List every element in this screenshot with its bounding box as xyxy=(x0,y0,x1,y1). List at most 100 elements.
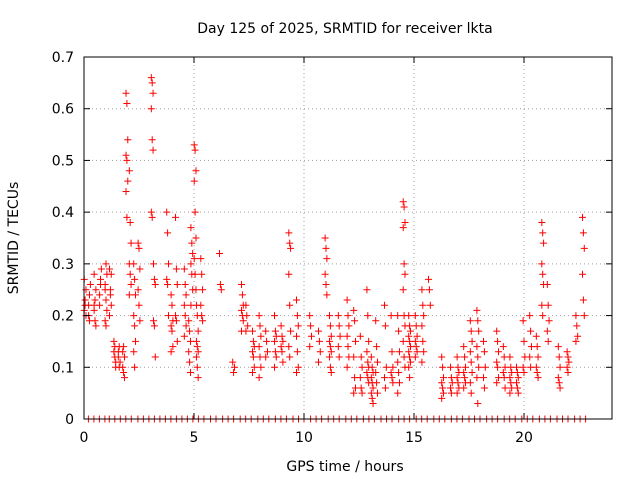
data-point xyxy=(372,317,380,325)
data-point xyxy=(334,343,342,351)
data-point xyxy=(191,146,199,154)
data-point xyxy=(255,343,263,351)
data-point xyxy=(278,348,286,356)
data-point xyxy=(326,343,334,351)
data-point xyxy=(322,281,330,289)
data-point xyxy=(369,384,377,392)
data-point xyxy=(372,368,380,376)
data-point xyxy=(190,177,198,185)
data-point xyxy=(149,146,157,154)
data-point xyxy=(149,89,157,97)
data-point xyxy=(388,374,396,382)
data-point xyxy=(193,343,201,351)
data-point xyxy=(356,374,364,382)
data-point xyxy=(564,368,572,376)
data-point xyxy=(406,374,414,382)
data-point xyxy=(262,327,270,335)
data-point xyxy=(493,327,501,335)
data-point xyxy=(217,286,225,294)
data-point xyxy=(180,332,188,340)
data-point xyxy=(238,281,246,289)
data-point xyxy=(86,291,93,299)
data-point xyxy=(368,363,376,371)
x-axis-label: GPS time / hours xyxy=(286,459,403,475)
data-point xyxy=(351,337,359,345)
data-point xyxy=(357,353,365,361)
data-point xyxy=(538,218,546,226)
data-point xyxy=(345,322,353,330)
data-point xyxy=(192,337,200,345)
data-point xyxy=(564,353,572,361)
data-point xyxy=(102,260,110,268)
data-point xyxy=(106,312,114,320)
data-point xyxy=(506,374,514,382)
data-point xyxy=(394,389,402,397)
data-point xyxy=(186,368,194,376)
data-point xyxy=(467,389,475,397)
data-point xyxy=(150,322,158,330)
data-point xyxy=(474,399,482,407)
data-point xyxy=(499,368,507,376)
data-point xyxy=(412,343,420,351)
data-point xyxy=(167,348,175,356)
data-point xyxy=(473,343,481,351)
data-point xyxy=(425,286,433,294)
data-point xyxy=(358,363,366,371)
data-point xyxy=(364,358,372,366)
data-point xyxy=(194,374,202,382)
data-point xyxy=(506,389,514,397)
data-point xyxy=(250,363,258,371)
data-point xyxy=(453,389,461,397)
data-point xyxy=(405,332,413,340)
data-point xyxy=(131,363,139,371)
data-point xyxy=(194,348,202,356)
data-point xyxy=(326,363,334,371)
data-point xyxy=(167,291,175,299)
data-point xyxy=(395,348,403,356)
data-point xyxy=(315,358,323,366)
data-point xyxy=(387,368,395,376)
data-point xyxy=(189,250,197,258)
data-point xyxy=(192,353,200,361)
data-point xyxy=(120,374,128,382)
data-point xyxy=(199,317,207,325)
data-point xyxy=(163,275,171,283)
data-point xyxy=(192,234,200,242)
data-point xyxy=(271,348,279,356)
data-point xyxy=(185,348,193,356)
data-point xyxy=(480,374,488,382)
data-point xyxy=(395,327,403,335)
data-point xyxy=(126,218,134,226)
data-point xyxy=(242,301,250,309)
data-point xyxy=(389,363,397,371)
data-point xyxy=(555,379,563,387)
data-point xyxy=(186,337,194,345)
data-point xyxy=(172,213,180,221)
data-point xyxy=(438,394,446,402)
data-point xyxy=(190,255,198,263)
data-point xyxy=(363,368,371,376)
data-point xyxy=(306,343,314,351)
data-point xyxy=(326,322,334,330)
data-point xyxy=(130,348,138,356)
data-point xyxy=(544,337,552,345)
data-point xyxy=(534,374,542,382)
data-point xyxy=(475,363,483,371)
data-point xyxy=(239,317,247,325)
data-point xyxy=(238,291,246,299)
data-point xyxy=(287,244,295,252)
data-point xyxy=(164,229,172,237)
data-point xyxy=(287,327,295,335)
data-point xyxy=(406,322,414,330)
data-point xyxy=(263,337,271,345)
data-point xyxy=(257,332,265,340)
data-point xyxy=(164,281,172,289)
data-point xyxy=(438,379,446,387)
data-point xyxy=(249,368,257,376)
data-point xyxy=(381,322,389,330)
data-point xyxy=(106,286,114,294)
data-point xyxy=(322,244,330,252)
data-point xyxy=(461,363,469,371)
data-point xyxy=(123,156,131,164)
